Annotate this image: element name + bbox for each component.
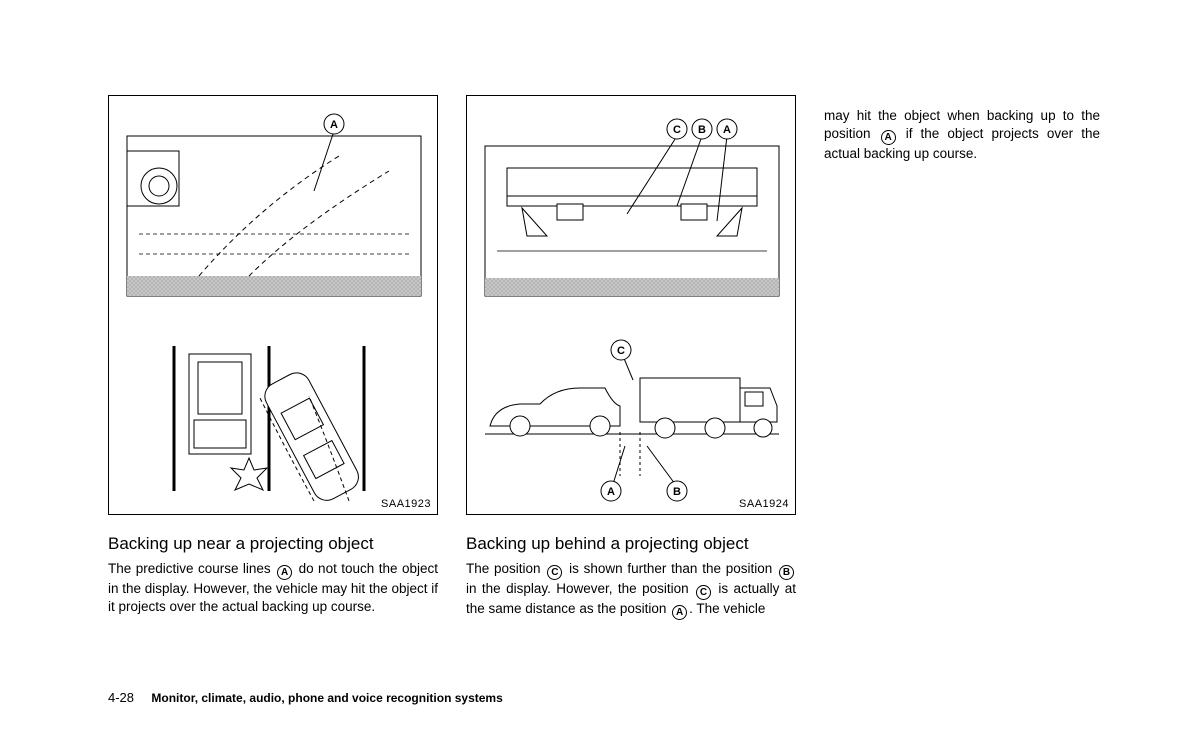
figure-1: A bbox=[108, 95, 438, 515]
marker-a-icon: A bbox=[881, 130, 896, 145]
figure-2-svg: C B A bbox=[467, 96, 797, 516]
svg-text:A: A bbox=[723, 124, 731, 136]
svg-text:C: C bbox=[617, 345, 625, 357]
chapter-title: Monitor, climate, audio, phone and voice… bbox=[151, 691, 502, 705]
col1-body-pre: The predictive course lines bbox=[108, 561, 275, 576]
page-number: 4-28 bbox=[108, 690, 134, 705]
column-3: may hit the object when backing up to th… bbox=[824, 95, 1100, 620]
marker-b-icon: B bbox=[779, 565, 794, 580]
col1-heading: Backing up near a projecting object bbox=[108, 533, 438, 554]
page-columns: A bbox=[108, 95, 1100, 620]
figure-1-svg: A bbox=[109, 96, 439, 516]
figure-2-code: SAA1924 bbox=[739, 498, 789, 510]
column-1: A bbox=[108, 95, 438, 620]
marker-c-icon: C bbox=[696, 585, 711, 600]
figure-2: C B A bbox=[466, 95, 796, 515]
column-2: C B A bbox=[466, 95, 796, 620]
page-footer: 4-28 Monitor, climate, audio, phone and … bbox=[108, 690, 503, 705]
svg-text:B: B bbox=[698, 124, 706, 136]
svg-text:A: A bbox=[330, 119, 338, 131]
col2-body: The position C is shown further than the… bbox=[466, 560, 796, 620]
svg-text:B: B bbox=[673, 486, 681, 498]
col1-body: The predictive course lines A do not tou… bbox=[108, 560, 438, 616]
marker-c-icon: C bbox=[547, 565, 562, 580]
svg-text:A: A bbox=[607, 486, 615, 498]
marker-a-icon: A bbox=[277, 565, 292, 580]
col2-heading: Backing up behind a projecting object bbox=[466, 533, 796, 554]
figure-1-code: SAA1923 bbox=[381, 498, 431, 510]
col3-body: may hit the object when backing up to th… bbox=[824, 107, 1100, 163]
svg-text:C: C bbox=[673, 124, 681, 136]
marker-a-icon: A bbox=[672, 605, 687, 620]
